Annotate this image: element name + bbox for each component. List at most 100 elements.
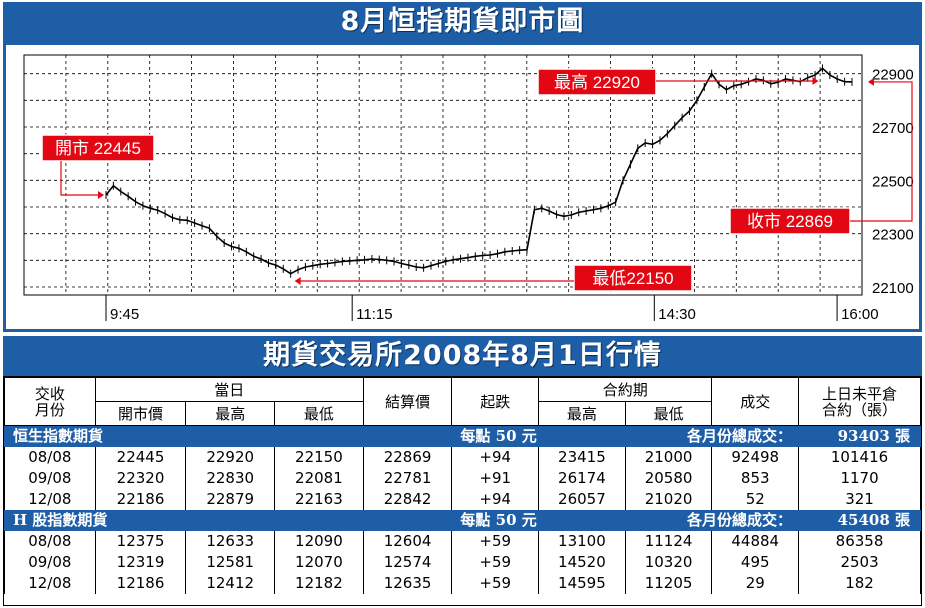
table-row: 12/08 22186 22879 22163 22842 +94 26057 21020 52… [4, 488, 921, 510]
price-line [105, 67, 853, 275]
total-volume-label: 各月份總成交： [624, 509, 800, 531]
table-cell: +59 [451, 551, 540, 573]
table-cell: +94 [451, 488, 540, 510]
table-cell: 12070 [274, 551, 364, 573]
header-open-interest: 上日未平倉 合約（張） [798, 377, 921, 426]
table-cell: 12635 [362, 572, 453, 594]
table-cell: 22163 [274, 488, 364, 510]
table-cell: 1170 [798, 467, 921, 489]
table-cell: 86358 [798, 530, 921, 552]
chart-title-banner: 8月恒指期貨即市圖 [3, 2, 922, 42]
header-month: 交收 月份 [4, 377, 96, 426]
table-cell: 22869 [362, 446, 453, 468]
total-volume-value: 93403 張 [798, 425, 921, 447]
table-cell: 12375 [94, 530, 187, 552]
table-cell: 23415 [538, 446, 626, 468]
table-cell: 22186 [94, 488, 187, 510]
table-row: 09/08 22320 22830 22081 22781 +91 26174 20580 85… [4, 467, 921, 489]
table-cell: 14520 [538, 551, 626, 573]
x-tick-label: 11:15 [356, 306, 392, 323]
table-cell: 22445 [94, 446, 187, 468]
table-row: 09/08 12319 12581 12070 12574 +59 14520 10320 49… [4, 551, 921, 573]
table-cell: +91 [451, 467, 540, 489]
table-cell: 12604 [362, 530, 453, 552]
table-cell: 101416 [798, 446, 921, 468]
table-cell: 12574 [362, 551, 453, 573]
header-today-low: 最低 [274, 401, 364, 426]
header-change: 起跌 [451, 377, 540, 426]
table-cell: 182 [798, 572, 921, 594]
table-row: 08/08 12375 12633 12090 12604 +59 13100 11124 44… [4, 530, 921, 552]
table-cell: +59 [451, 572, 540, 594]
section-header: 恒生指數期貨 每點 50 元 各月份總成交： 93403 張 [3, 425, 921, 447]
table-cell: 44884 [711, 530, 800, 552]
x-tick-label: 14:30 [658, 306, 696, 323]
header-open: 開市價 [94, 401, 187, 426]
chart-frame: 22100 22300 22500 22700 22900 9:45 11:15 14:30 1… [3, 42, 922, 332]
table-cell: 22081 [274, 467, 364, 489]
table-cell: 12090 [274, 530, 364, 552]
low-annotation-label: 最低22150 [592, 269, 673, 288]
table-cell: 12633 [185, 530, 276, 552]
table-cell: +59 [451, 530, 540, 552]
table-cell: 22842 [362, 488, 453, 510]
header-contract-low: 最低 [624, 401, 713, 426]
intraday-chart: 22100 22300 22500 22700 22900 9:45 11:15 14:30 1… [23, 54, 914, 323]
header-contract-high: 最高 [538, 401, 626, 426]
table-cell: 26174 [538, 467, 626, 489]
close-arrow-line [850, 81, 913, 222]
x-tick-label: 9:45 [110, 306, 139, 323]
header-today: 當日 [94, 377, 364, 402]
header-contract: 合約期 [538, 377, 713, 402]
high-arrowhead [812, 77, 819, 85]
table-cell: 92498 [711, 446, 800, 468]
total-volume-value: 45408 張 [798, 509, 921, 531]
table-row: 08/08 22445 22920 22150 22869 +94 23415 21000 92… [4, 446, 921, 468]
section-name: H 股指數期貨 [3, 509, 453, 531]
high-annotation-label: 最高 22920 [554, 73, 640, 92]
open-arrowhead [98, 191, 104, 199]
table-cell: 08/08 [4, 446, 96, 468]
y-tick-label: 22500 [872, 173, 914, 190]
table-cell: +94 [451, 446, 540, 468]
chart-area: 22100 22300 22500 22700 22900 9:45 11:15 14:30 1… [6, 45, 919, 329]
total-volume-label: 各月份總成交： [624, 425, 800, 447]
low-annotation-box [573, 264, 693, 292]
table-cell: 12319 [94, 551, 187, 573]
header-settle: 結算價 [362, 377, 453, 426]
quotes-table-wrapper: 交收 月份 當日 結算價 起跌 合約期 成交 上日未平倉 合約（張） 開市價 最… [3, 376, 922, 606]
table-cell: 495 [711, 551, 800, 573]
per-point-cell: 每點 50 元 [451, 425, 626, 447]
table-row: 12/08 12186 12412 12182 12635 +59 14595 11205 29… [4, 572, 921, 594]
table-cell: 21020 [624, 488, 713, 510]
open-arrow-line [60, 161, 102, 196]
table-body: 恒生指數期貨 每點 50 元各月份總成交： 93403 張 08/08 22445 229… [3, 425, 921, 594]
table-cell: 10320 [624, 551, 713, 573]
y-tick-label: 22700 [872, 120, 914, 137]
table-cell: 08/08 [4, 530, 96, 552]
low-arrowhead [294, 277, 301, 285]
close-arrowhead [868, 77, 874, 86]
table-cell: 21000 [624, 446, 713, 468]
section-name: 恒生指數期貨 [3, 425, 453, 447]
table-cell: 29 [711, 572, 800, 594]
table-cell: 11124 [624, 530, 713, 552]
table-cell: 14595 [538, 572, 626, 594]
table-cell: 853 [711, 467, 800, 489]
table-cell: 09/08 [4, 551, 96, 573]
high-annotation-box [537, 68, 657, 96]
per-point-value: 每點 50 元 [460, 511, 537, 529]
table-cell: 2503 [798, 551, 921, 573]
per-point-value: 每點 50 元 [460, 427, 537, 446]
table-cell: 12182 [274, 572, 364, 594]
section-header: H 股指數期貨 每點 50 元 各月份總成交： 45408 張 [3, 509, 921, 531]
y-tick-label: 22100 [872, 280, 914, 297]
table-cell: 22150 [274, 446, 364, 468]
table-cell: 12/08 [4, 572, 96, 594]
table-cell: 09/08 [4, 467, 96, 489]
table-cell: 22781 [362, 467, 453, 489]
table-cell: 22879 [185, 488, 276, 510]
open-annotation-label: 開市 22445 [55, 139, 141, 158]
table-cell: 13100 [538, 530, 626, 552]
y-tick-label: 22300 [872, 227, 914, 244]
